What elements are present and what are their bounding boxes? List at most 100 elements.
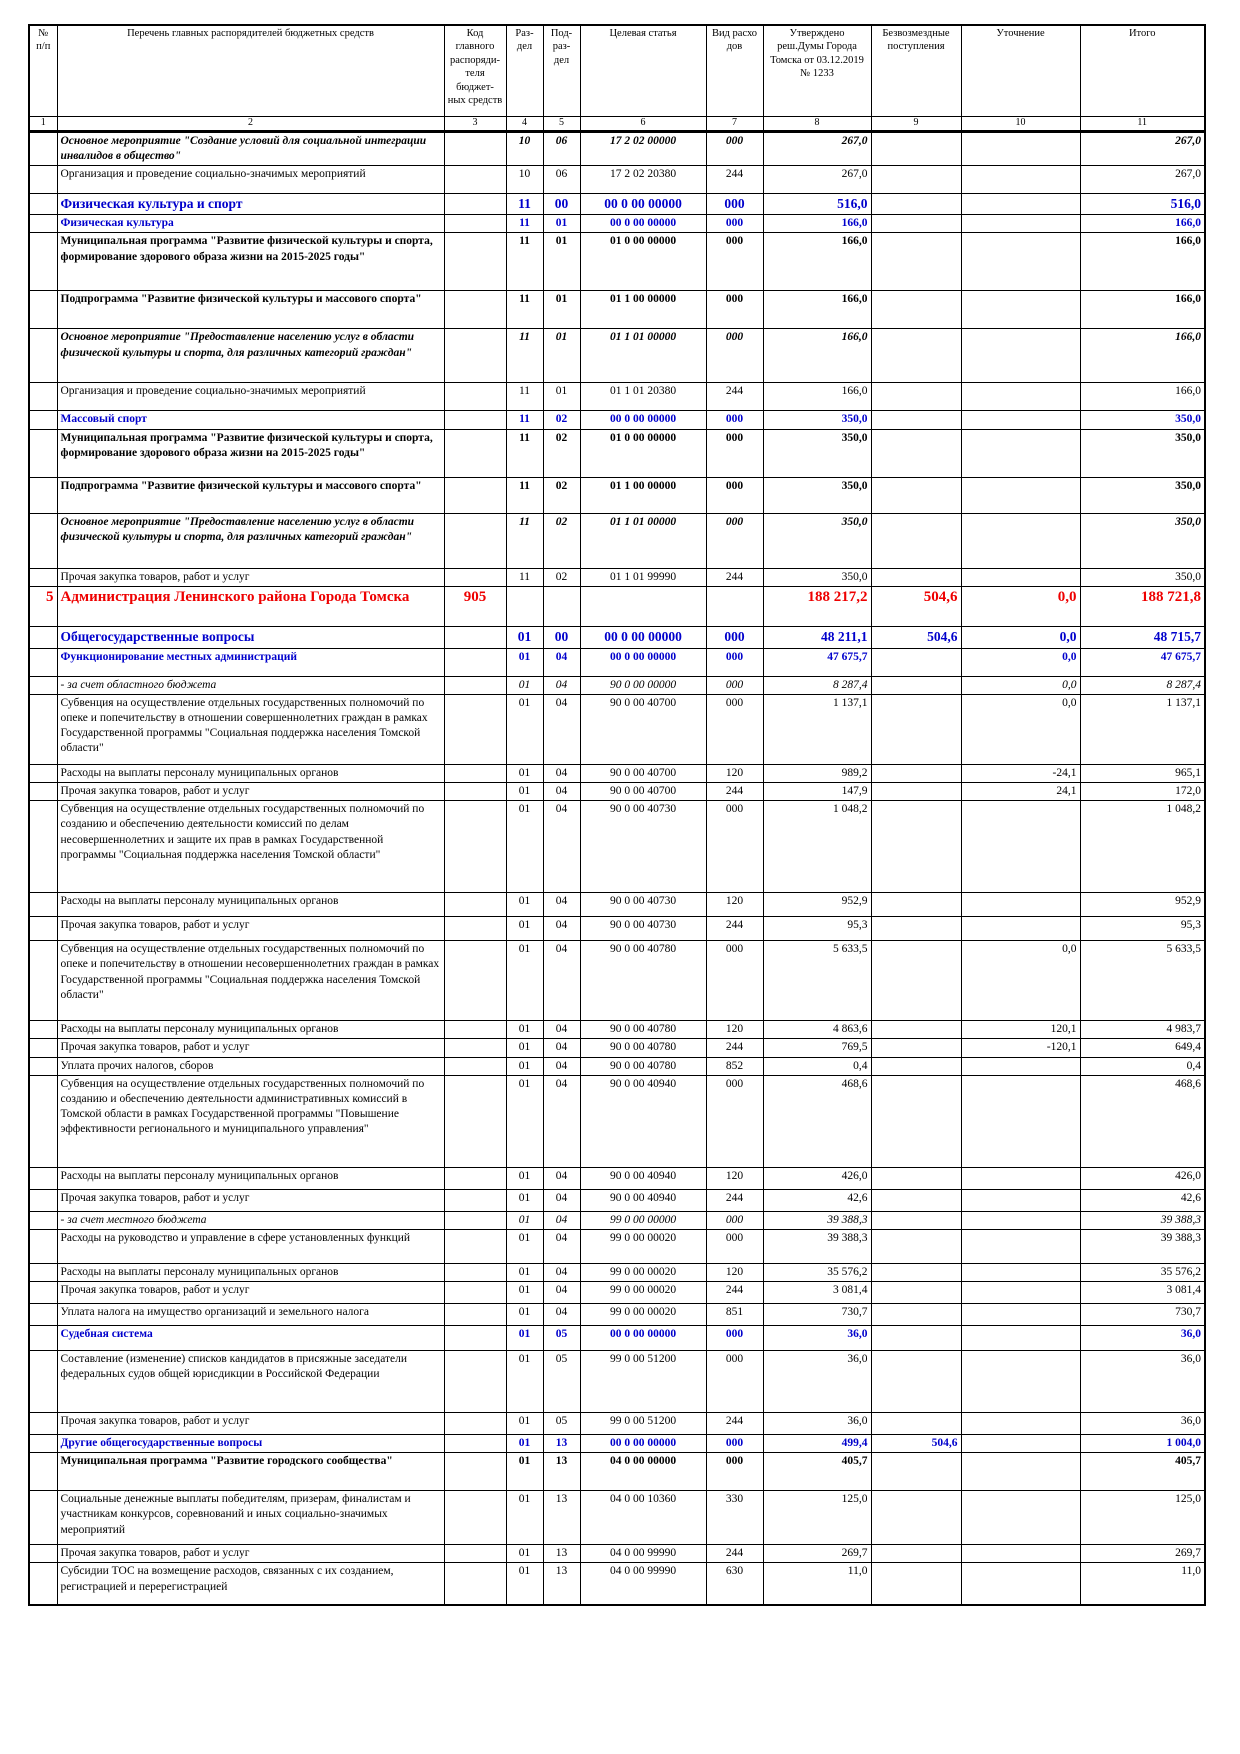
- row-number: [28, 410, 58, 430]
- row-vid: 000: [705, 130, 764, 167]
- row-podrazdel: 04: [542, 940, 581, 1022]
- row-name: Субвенция на осуществление отдельных гос…: [56, 940, 445, 1022]
- row-podrazdel: 04: [542, 800, 581, 894]
- table-row: Муниципальная программа "Развитие физиче…: [28, 232, 1206, 292]
- row-code: [443, 428, 507, 478]
- row-number: [28, 567, 58, 587]
- table-row: - за счет местного бюджета 01 04 99 0 00 00…: [28, 1210, 1206, 1230]
- row-razdel: 01: [505, 1056, 544, 1076]
- row-grants: [870, 382, 962, 412]
- row-approved: 769,5: [762, 1038, 872, 1058]
- row-razdel: 01: [505, 1350, 544, 1414]
- row-code: [443, 675, 507, 695]
- row-article: 00 0 00 00000: [579, 1325, 707, 1352]
- row-razdel: 01: [505, 1262, 544, 1283]
- row-change: [960, 232, 1081, 292]
- row-number: [28, 1262, 58, 1283]
- row-vid: 630: [705, 1562, 764, 1606]
- row-total: 3 081,4: [1079, 1281, 1206, 1305]
- row-number: [28, 892, 58, 918]
- row-razdel: 01: [505, 1281, 544, 1305]
- row-podrazdel: 01: [542, 232, 581, 292]
- table-row: Субвенция на осуществление отдельных гос…: [28, 940, 1206, 1022]
- row-article: 90 0 00 40700: [579, 782, 707, 802]
- row-article: 00 0 00 00000: [579, 193, 707, 216]
- row-article: 01 0 00 00000: [579, 428, 707, 478]
- row-total: 350,0: [1079, 476, 1206, 514]
- row-number: [28, 647, 58, 677]
- row-article: 01 1 00 00000: [579, 290, 707, 330]
- row-name: Прочая закупка товаров, работ и услуг: [56, 1281, 445, 1305]
- row-total: 269,7: [1079, 1544, 1206, 1564]
- row-approved: 350,0: [762, 410, 872, 430]
- row-vid: 000: [705, 512, 764, 569]
- row-grants: [870, 165, 962, 195]
- row-name: Судебная система: [56, 1325, 445, 1352]
- header-total: Итого: [1079, 24, 1206, 117]
- row-change: [960, 476, 1081, 514]
- row-vid: 000: [705, 693, 764, 765]
- row-grants: [870, 1325, 962, 1352]
- row-change: [960, 1262, 1081, 1283]
- row-grants: [870, 1452, 962, 1492]
- table-row: Расходы на выплаты персоналу муниципальн…: [28, 1020, 1206, 1040]
- row-total: 166,0: [1079, 382, 1206, 412]
- row-grants: 504,6: [870, 1434, 962, 1454]
- header-razdel: Раз-дел: [505, 24, 544, 117]
- row-article: 04 0 00 99990: [579, 1544, 707, 1564]
- row-number: [28, 428, 58, 478]
- row-grants: [870, 800, 962, 894]
- header-name: Перечень главных распорядителей бюджетны…: [56, 24, 445, 117]
- row-grants: [870, 1188, 962, 1212]
- row-code: [443, 1074, 507, 1168]
- row-podrazdel: 04: [542, 1020, 581, 1040]
- table-row: Расходы на выплаты персоналу муниципальн…: [28, 1166, 1206, 1190]
- row-article: 90 0 00 40730: [579, 916, 707, 942]
- row-vid: 000: [705, 1325, 764, 1352]
- row-approved: 166,0: [762, 328, 872, 384]
- row-vid: 851: [705, 1303, 764, 1327]
- row-number: [28, 1038, 58, 1058]
- row-total: 36,0: [1079, 1325, 1206, 1352]
- row-approved: 147,9: [762, 782, 872, 802]
- row-number: [28, 1452, 58, 1492]
- row-number: [28, 1188, 58, 1212]
- row-podrazdel: 00: [542, 193, 581, 216]
- row-podrazdel: 04: [542, 1303, 581, 1327]
- row-razdel: 01: [505, 1020, 544, 1040]
- table-row: Функционирование местных администраций 01…: [28, 647, 1206, 677]
- row-razdel: 01: [505, 1188, 544, 1212]
- row-total: 95,3: [1079, 916, 1206, 942]
- row-number: [28, 290, 58, 330]
- row-vid: 120: [705, 1262, 764, 1283]
- row-number: [28, 130, 58, 167]
- row-change: 120,1: [960, 1020, 1081, 1040]
- row-vid: 120: [705, 1020, 764, 1040]
- row-vid: 244: [705, 567, 764, 587]
- row-total: 516,0: [1079, 193, 1206, 216]
- row-name: Массовый спорт: [56, 410, 445, 430]
- row-podrazdel: 13: [542, 1434, 581, 1454]
- row-number: [28, 382, 58, 412]
- row-change: 24,1: [960, 782, 1081, 802]
- row-change: [960, 1544, 1081, 1564]
- row-approved: 350,0: [762, 476, 872, 514]
- row-total: 730,7: [1079, 1303, 1206, 1327]
- row-change: [960, 512, 1081, 569]
- header-vid: Вид расхо дов: [705, 24, 764, 117]
- row-code: [443, 647, 507, 677]
- row-name: Прочая закупка товаров, работ и услуг: [56, 916, 445, 942]
- row-code: [443, 1020, 507, 1040]
- row-name: Расходы на выплаты персоналу муниципальн…: [56, 1166, 445, 1190]
- row-total: 1 137,1: [1079, 693, 1206, 765]
- row-vid: 000: [705, 214, 764, 234]
- row-approved: 166,0: [762, 290, 872, 330]
- row-article: 90 0 00 40700: [579, 693, 707, 765]
- row-article: 90 0 00 40940: [579, 1188, 707, 1212]
- row-razdel: 01: [505, 1325, 544, 1352]
- row-vid: 120: [705, 763, 764, 784]
- row-approved: 350,0: [762, 512, 872, 569]
- row-podrazdel: 01: [542, 382, 581, 412]
- table-row: Субвенция на осуществление отдельных гос…: [28, 800, 1206, 894]
- row-total: 5 633,5: [1079, 940, 1206, 1022]
